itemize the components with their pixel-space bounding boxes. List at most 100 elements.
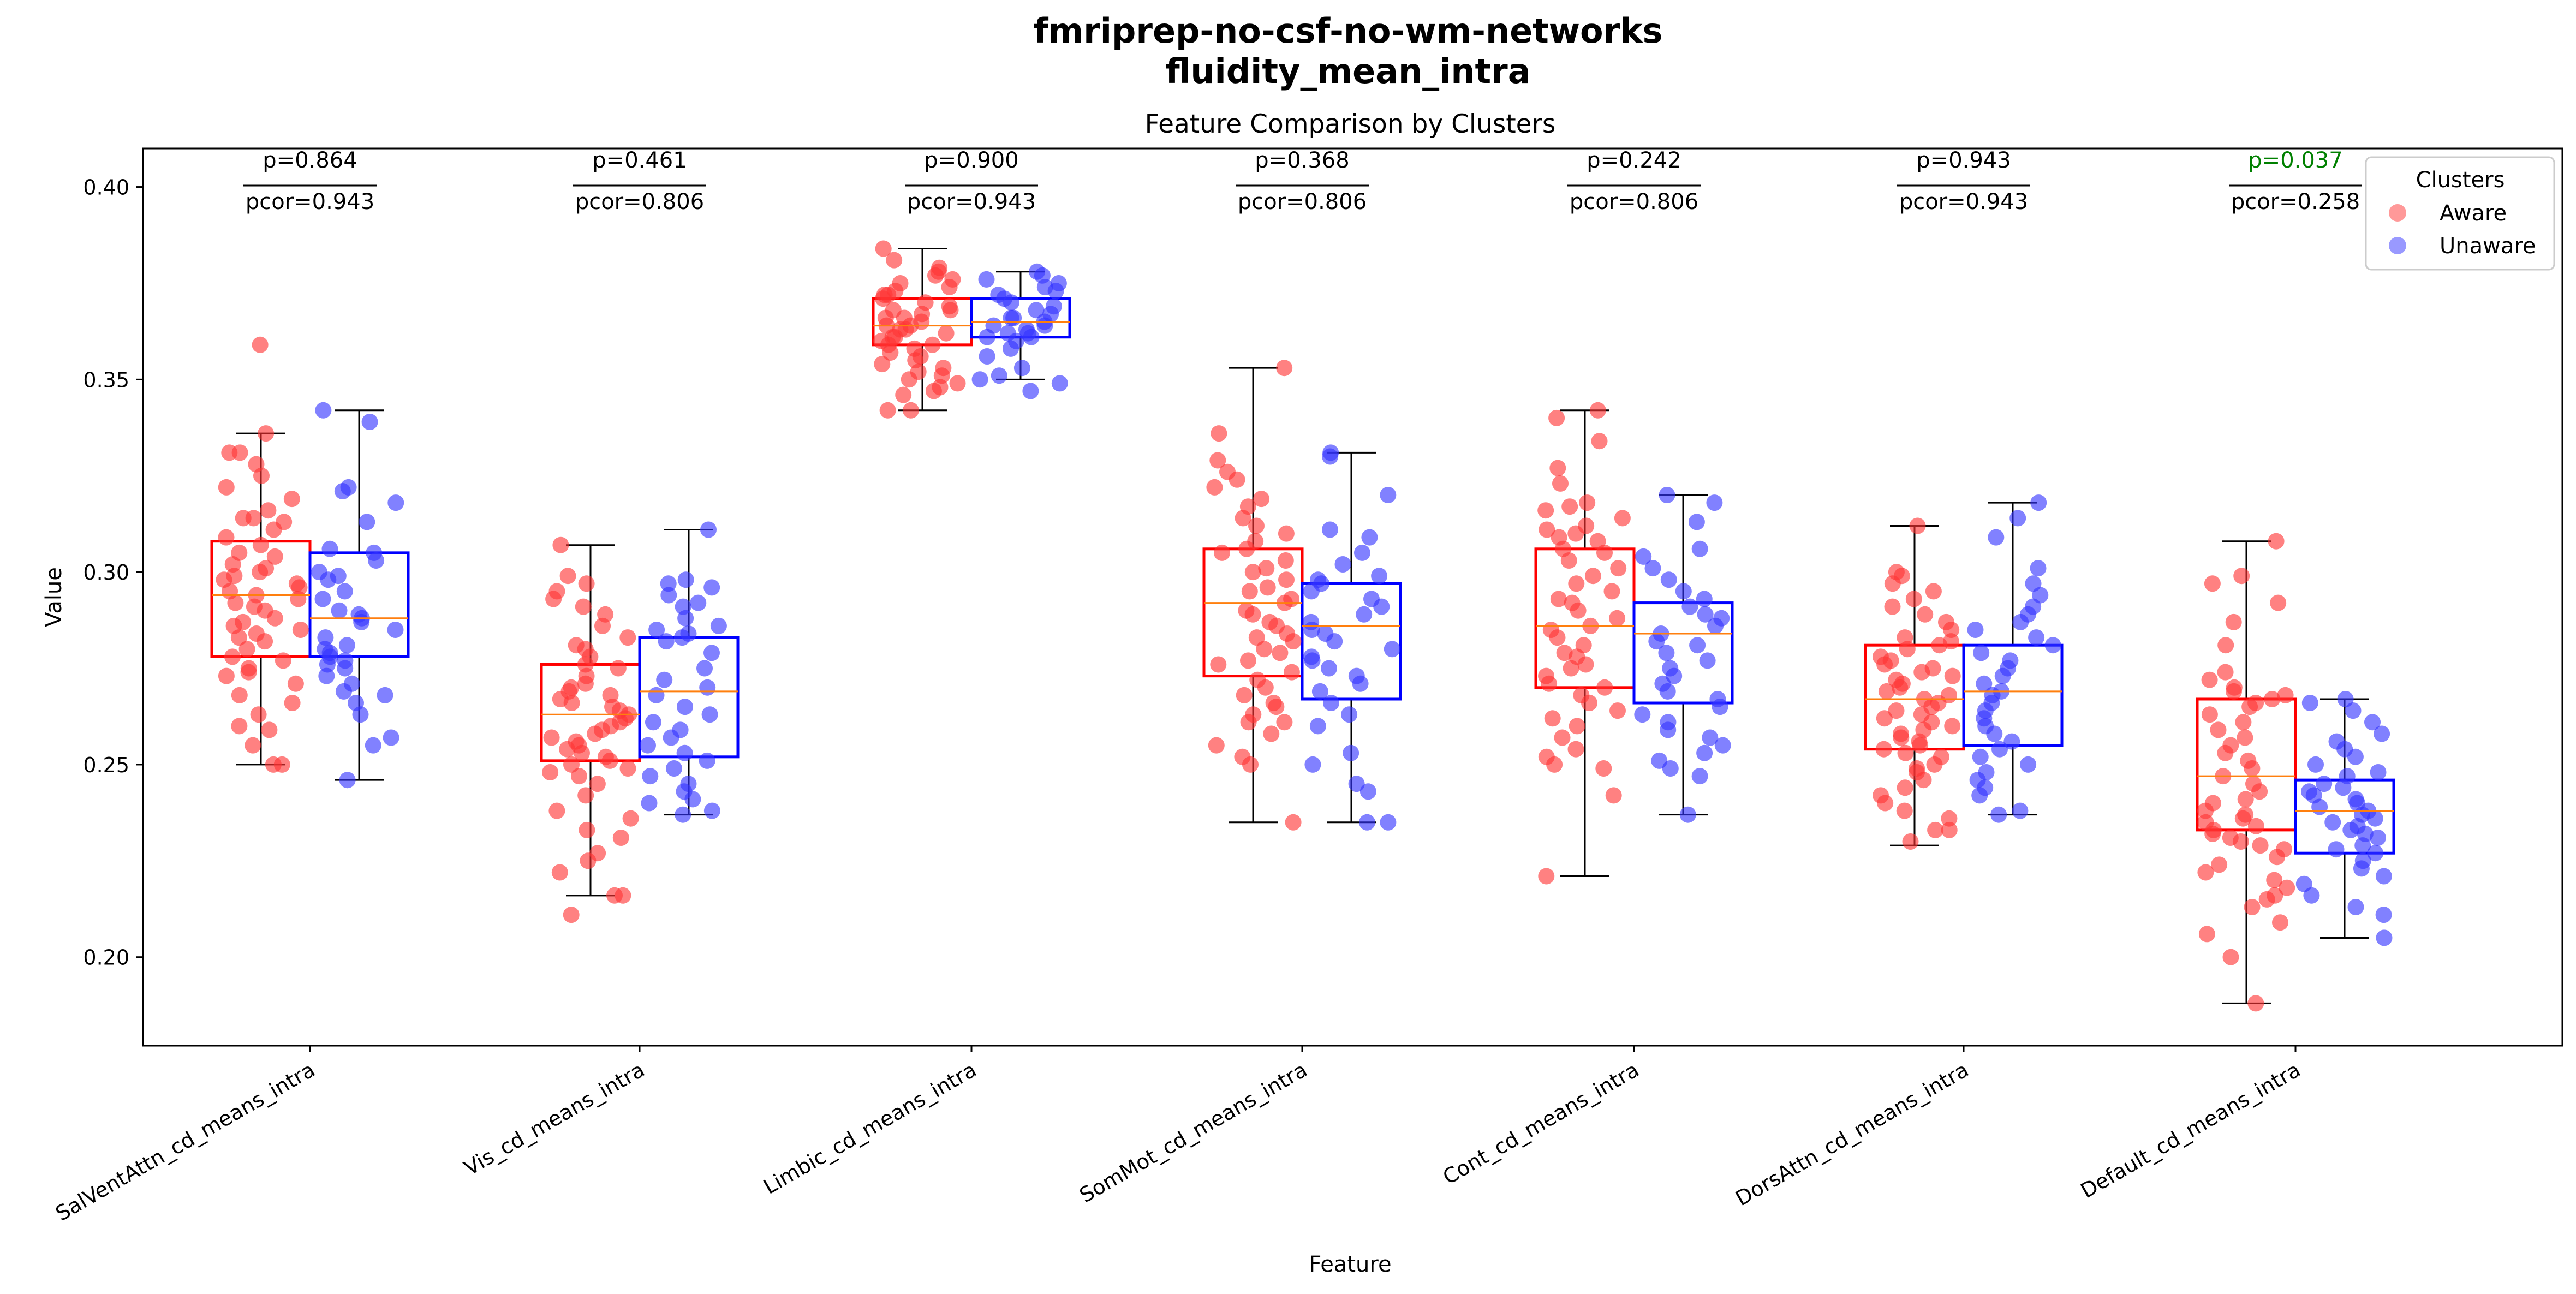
p-value-label: p=0.368 bbox=[1255, 148, 1349, 173]
data-point-aware bbox=[1560, 552, 1577, 569]
data-point-aware bbox=[230, 629, 247, 646]
data-point-aware bbox=[1897, 779, 1913, 796]
suptitle-line1: fmriprep-no-csf-no-wm-networks bbox=[1034, 11, 1663, 51]
data-point-aware bbox=[231, 687, 248, 703]
legend-frame bbox=[2365, 156, 2555, 271]
data-point-aware bbox=[1554, 729, 1571, 746]
data-point-aware bbox=[292, 622, 309, 638]
data-point-unaware bbox=[1994, 667, 2011, 684]
data-point-unaware bbox=[648, 687, 665, 703]
data-point-unaware bbox=[2012, 613, 2029, 630]
data-point-unaware bbox=[365, 737, 381, 754]
data-point-unaware bbox=[1688, 514, 1705, 530]
data-point-unaware bbox=[660, 575, 677, 592]
data-point-aware bbox=[925, 383, 942, 399]
data-point-aware bbox=[619, 760, 636, 777]
data-point-unaware bbox=[1022, 383, 1039, 399]
pcor-label: pcor=0.943 bbox=[246, 189, 374, 214]
data-point-unaware bbox=[1696, 744, 1713, 761]
data-point-aware bbox=[2201, 671, 2218, 688]
data-point-unaware bbox=[1659, 487, 1675, 503]
data-point-unaware bbox=[1712, 699, 1728, 715]
data-point-aware bbox=[2241, 699, 2258, 715]
data-point-aware bbox=[250, 706, 267, 723]
data-point-unaware bbox=[656, 671, 673, 688]
data-point-unaware bbox=[645, 714, 661, 731]
data-point-aware bbox=[895, 386, 912, 403]
data-point-aware bbox=[1605, 787, 1622, 804]
data-point-aware bbox=[594, 617, 611, 634]
data-point-unaware bbox=[1991, 741, 2008, 758]
data-point-aware bbox=[2204, 575, 2221, 592]
data-point-unaware bbox=[368, 552, 385, 569]
data-point-unaware bbox=[1648, 633, 1665, 650]
data-point-aware bbox=[1927, 821, 1944, 838]
data-point-unaware bbox=[318, 667, 335, 684]
data-point-aware bbox=[252, 564, 269, 581]
data-point-aware bbox=[2247, 995, 2264, 1012]
data-point-unaware bbox=[2374, 725, 2390, 742]
data-point-unaware bbox=[978, 271, 995, 288]
data-point-aware bbox=[1278, 571, 1295, 588]
data-point-unaware bbox=[1691, 768, 1708, 785]
data-point-aware bbox=[2211, 856, 2228, 873]
pcor-label: pcor=0.806 bbox=[1238, 189, 1367, 214]
data-point-aware bbox=[218, 529, 235, 546]
data-point-unaware bbox=[1660, 721, 1677, 738]
plot-frame bbox=[142, 147, 2563, 1047]
x-axis-label: Feature bbox=[1309, 1252, 1391, 1277]
data-point-unaware bbox=[337, 660, 354, 677]
data-point-aware bbox=[575, 598, 592, 615]
chart-title: Feature Comparison by Clusters bbox=[1145, 109, 1556, 139]
data-point-unaware bbox=[2354, 837, 2371, 854]
y-tick-label: 0.40 bbox=[83, 176, 129, 200]
data-point-aware bbox=[1567, 525, 1584, 542]
data-point-aware bbox=[1944, 667, 1961, 684]
data-point-aware bbox=[1596, 679, 1613, 696]
data-point-aware bbox=[265, 756, 282, 773]
data-point-unaware bbox=[2316, 776, 2333, 792]
p-value-label: p=0.461 bbox=[592, 148, 687, 173]
data-point-unaware bbox=[1659, 683, 1676, 700]
data-point-unaware bbox=[359, 514, 375, 530]
legend-title: Clusters bbox=[2416, 168, 2505, 193]
data-point-aware bbox=[2233, 568, 2250, 585]
data-point-aware bbox=[1610, 560, 1627, 577]
data-point-aware bbox=[218, 479, 235, 496]
data-point-aware bbox=[901, 371, 917, 388]
data-point-aware bbox=[927, 267, 944, 284]
data-point-unaware bbox=[2347, 899, 2364, 915]
data-point-aware bbox=[235, 510, 252, 527]
y-tick-label: 0.25 bbox=[83, 753, 129, 777]
data-point-unaware bbox=[2369, 830, 2386, 846]
data-point-unaware bbox=[352, 706, 369, 723]
data-point-unaware bbox=[1311, 683, 1328, 700]
data-point-aware bbox=[1229, 471, 1245, 488]
data-point-unaware bbox=[2375, 868, 2392, 885]
data-point-unaware bbox=[1304, 652, 1321, 669]
data-point-unaware bbox=[663, 729, 679, 746]
data-point-aware bbox=[2222, 949, 2239, 965]
data-point-unaware bbox=[1988, 529, 2005, 546]
data-point-unaware bbox=[658, 633, 675, 650]
data-point-aware bbox=[615, 887, 631, 904]
data-point-aware bbox=[924, 336, 941, 353]
data-point-aware bbox=[938, 325, 955, 342]
p-value-label: p=0.943 bbox=[1916, 148, 2011, 173]
data-point-aware bbox=[231, 718, 248, 735]
data-point-unaware bbox=[1696, 591, 1713, 607]
data-point-aware bbox=[886, 252, 903, 269]
data-point-aware bbox=[1943, 622, 1960, 638]
data-point-aware bbox=[1561, 498, 1578, 515]
data-point-unaware bbox=[1354, 544, 1370, 561]
data-point-aware bbox=[1596, 544, 1613, 561]
data-point-aware bbox=[1913, 664, 1930, 681]
data-point-unaware bbox=[1702, 729, 1719, 746]
data-point-unaware bbox=[1681, 598, 1698, 615]
data-point-aware bbox=[1258, 560, 1275, 577]
box-aware bbox=[2196, 697, 2297, 832]
data-point-aware bbox=[2237, 729, 2253, 746]
data-point-unaware bbox=[387, 622, 404, 638]
data-point-unaware bbox=[1343, 744, 1359, 761]
data-point-unaware bbox=[2324, 814, 2341, 831]
